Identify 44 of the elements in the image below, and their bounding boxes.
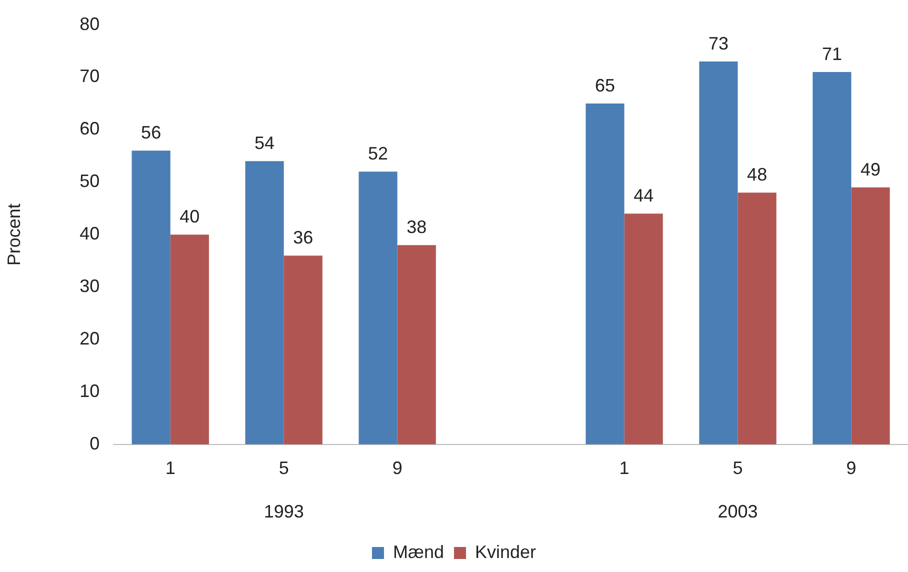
data-label: 54 bbox=[254, 133, 275, 154]
bar bbox=[624, 214, 663, 444]
y-tick-label: 70 bbox=[80, 66, 100, 86]
text: 2003 bbox=[718, 501, 758, 522]
x-tick-label: 9 bbox=[392, 458, 402, 478]
bar bbox=[358, 172, 398, 444]
y-tick-label: 0 bbox=[90, 433, 100, 454]
x-tick-label: 1 bbox=[619, 458, 630, 478]
data-label: 71 bbox=[822, 44, 842, 64]
bar bbox=[397, 245, 436, 444]
x-tick-label: 5 bbox=[278, 458, 289, 478]
y-tick-label: 20 bbox=[80, 328, 100, 348]
x-tick-label: 9 bbox=[846, 458, 856, 478]
data-label: 73 bbox=[708, 33, 728, 54]
data-label: 56 bbox=[141, 122, 162, 143]
x-tick-label: 1 bbox=[165, 458, 176, 478]
text: 1993 bbox=[264, 501, 304, 522]
x-tick-label: 5 bbox=[732, 458, 743, 478]
y-tick-label: 80 bbox=[80, 14, 100, 34]
data-label: 48 bbox=[747, 164, 768, 185]
data-label: 36 bbox=[293, 228, 314, 248]
data-label: 49 bbox=[860, 159, 881, 180]
data-label: 52 bbox=[368, 144, 388, 164]
bar bbox=[284, 256, 322, 444]
data-label: 44 bbox=[634, 186, 654, 206]
bar bbox=[699, 62, 738, 444]
y-axis-title: Procent bbox=[4, 204, 24, 266]
bar bbox=[851, 187, 890, 444]
y-tick-label: 40 bbox=[80, 224, 100, 244]
data-label: 40 bbox=[180, 206, 200, 227]
legend-label: Kvinder bbox=[474, 542, 536, 562]
y-tick-label: 30 bbox=[80, 276, 100, 296]
y-tick-label: 50 bbox=[80, 171, 100, 192]
legend-label: Mænd bbox=[392, 542, 444, 562]
bar bbox=[738, 192, 776, 444]
data-label: 65 bbox=[594, 75, 616, 96]
bar bbox=[170, 234, 209, 444]
bar bbox=[132, 150, 170, 444]
y-tick-label: 60 bbox=[80, 118, 100, 139]
bar bbox=[586, 103, 624, 444]
bar bbox=[812, 72, 852, 444]
data-label: 38 bbox=[406, 217, 427, 238]
bar bbox=[245, 161, 284, 444]
y-tick-label: 10 bbox=[80, 380, 100, 401]
